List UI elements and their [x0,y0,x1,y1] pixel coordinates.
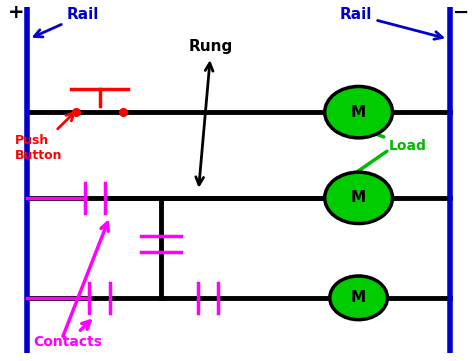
Text: Rail: Rail [340,7,442,39]
Circle shape [330,276,387,320]
Text: M: M [351,290,366,305]
Text: Push
Button: Push Button [15,113,74,162]
Text: Rung: Rung [189,39,233,185]
Text: +: + [8,3,24,22]
Text: Rail: Rail [34,7,99,37]
Text: −: − [453,3,469,22]
Text: M: M [351,190,366,205]
Text: M: M [351,105,366,119]
Circle shape [325,86,392,138]
Circle shape [325,172,392,223]
Text: Contacts: Contacts [34,321,103,349]
Text: Load: Load [331,117,427,153]
